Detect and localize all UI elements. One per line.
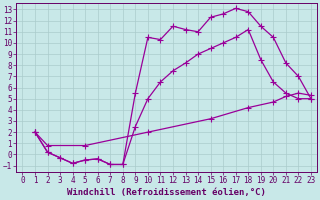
X-axis label: Windchill (Refroidissement éolien,°C): Windchill (Refroidissement éolien,°C): [67, 188, 266, 197]
